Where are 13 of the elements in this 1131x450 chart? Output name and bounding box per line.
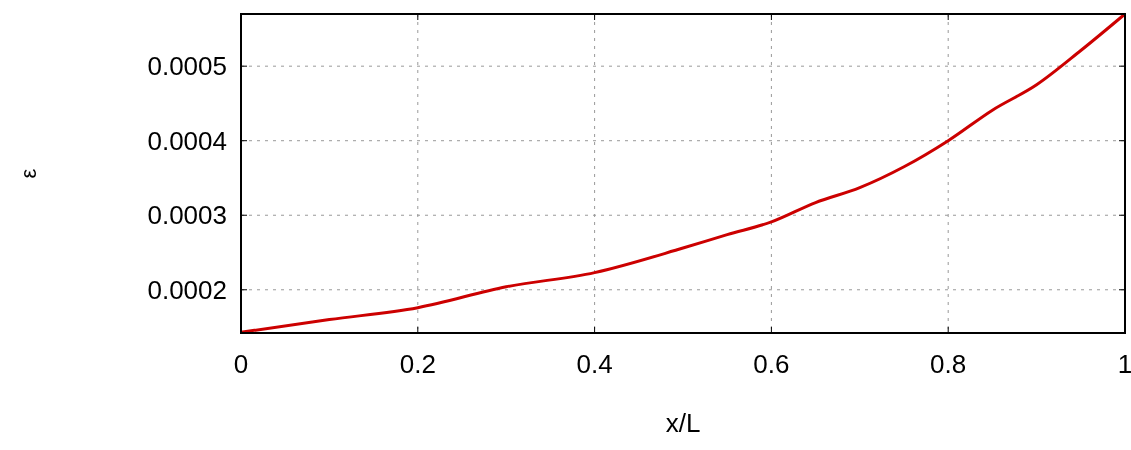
y-tick-label: 0.0004	[147, 125, 227, 156]
y-axis-title: ε	[16, 168, 41, 179]
x-axis-title: x/L	[665, 408, 701, 438]
y-tick-label: 0.0003	[147, 200, 227, 231]
y-tick-label: 0.0002	[147, 274, 227, 305]
line-series	[239, 12, 1127, 334]
x-tick-label: 0.4	[576, 349, 613, 379]
x-tick-label: 1	[1117, 349, 1131, 379]
x-tick-label: 0	[233, 349, 249, 379]
x-tick-label: 0.2	[399, 349, 436, 379]
x-tick-label: 0.6	[753, 349, 790, 379]
x-tick-label: 0.8	[930, 349, 967, 379]
y-tick-label: 0.0005	[147, 51, 227, 82]
